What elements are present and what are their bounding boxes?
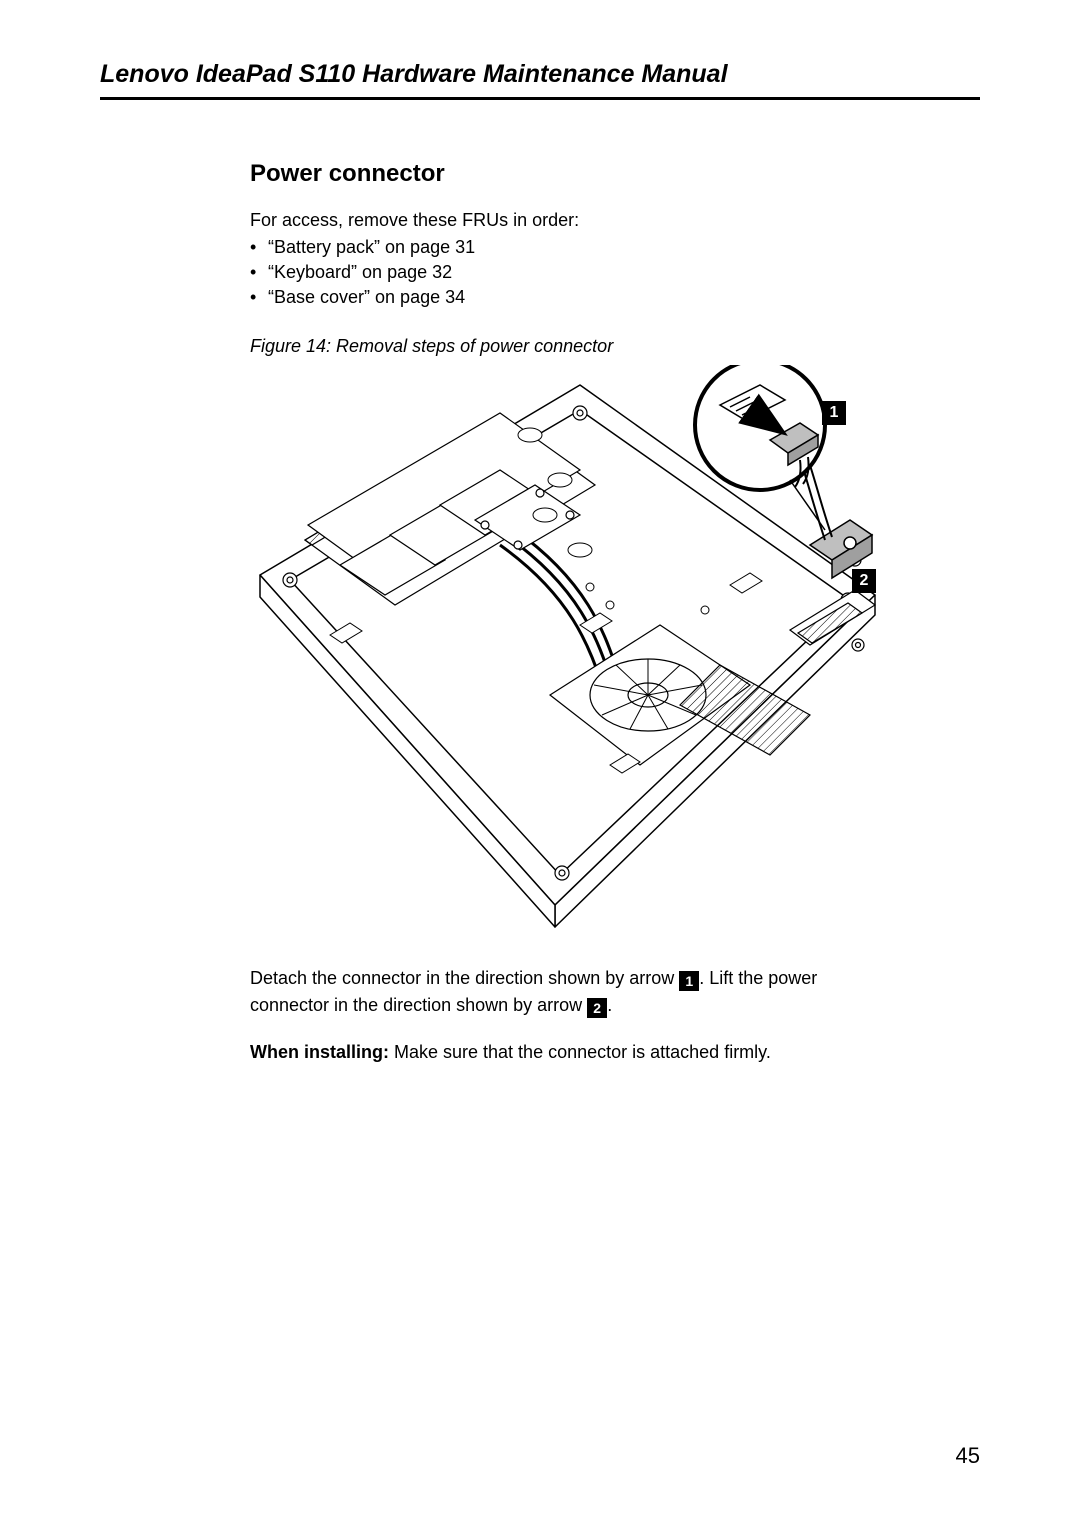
list-item: •“Battery pack” on page 31	[250, 237, 880, 258]
figure-caption: Figure 14: Removal steps of power connec…	[250, 336, 880, 357]
callout-1: 1	[822, 401, 846, 425]
install-label: When installing:	[250, 1042, 389, 1062]
header-title: Lenovo IdeaPad S110 Hardware Maintenance…	[100, 60, 980, 89]
list-item: •“Base cover” on page 34	[250, 287, 880, 308]
fru-item-label: “Battery pack” on page 31	[268, 237, 475, 257]
detach-text-a: Detach the connector in the direction sh…	[250, 968, 679, 988]
list-item: •“Keyboard” on page 32	[250, 262, 880, 283]
main-content: Power connector For access, remove these…	[250, 160, 880, 1066]
fru-item-label: “Keyboard” on page 32	[268, 262, 452, 282]
fru-item-label: “Base cover” on page 34	[268, 287, 465, 307]
fru-list: •“Battery pack” on page 31 •“Keyboard” o…	[250, 237, 880, 308]
install-note: When installing: Make sure that the conn…	[250, 1039, 880, 1066]
install-text: Make sure that the connector is attached…	[389, 1042, 771, 1062]
detach-text-c: .	[607, 995, 612, 1015]
detach-instruction: Detach the connector in the direction sh…	[250, 965, 880, 1019]
bullet-icon: •	[250, 237, 268, 258]
section-title: Power connector	[250, 160, 880, 188]
page-header: Lenovo IdeaPad S110 Hardware Maintenance…	[100, 60, 980, 100]
page-number: 45	[956, 1443, 980, 1469]
inline-callout-2: 2	[587, 998, 607, 1018]
inline-callout-1: 1	[679, 971, 699, 991]
bullet-icon: •	[250, 287, 268, 308]
fru-intro: For access, remove these FRUs in order:	[250, 210, 880, 231]
power-connector-diagram: 1 2	[250, 365, 880, 935]
callout-2: 2	[852, 569, 876, 593]
bullet-icon: •	[250, 262, 268, 283]
